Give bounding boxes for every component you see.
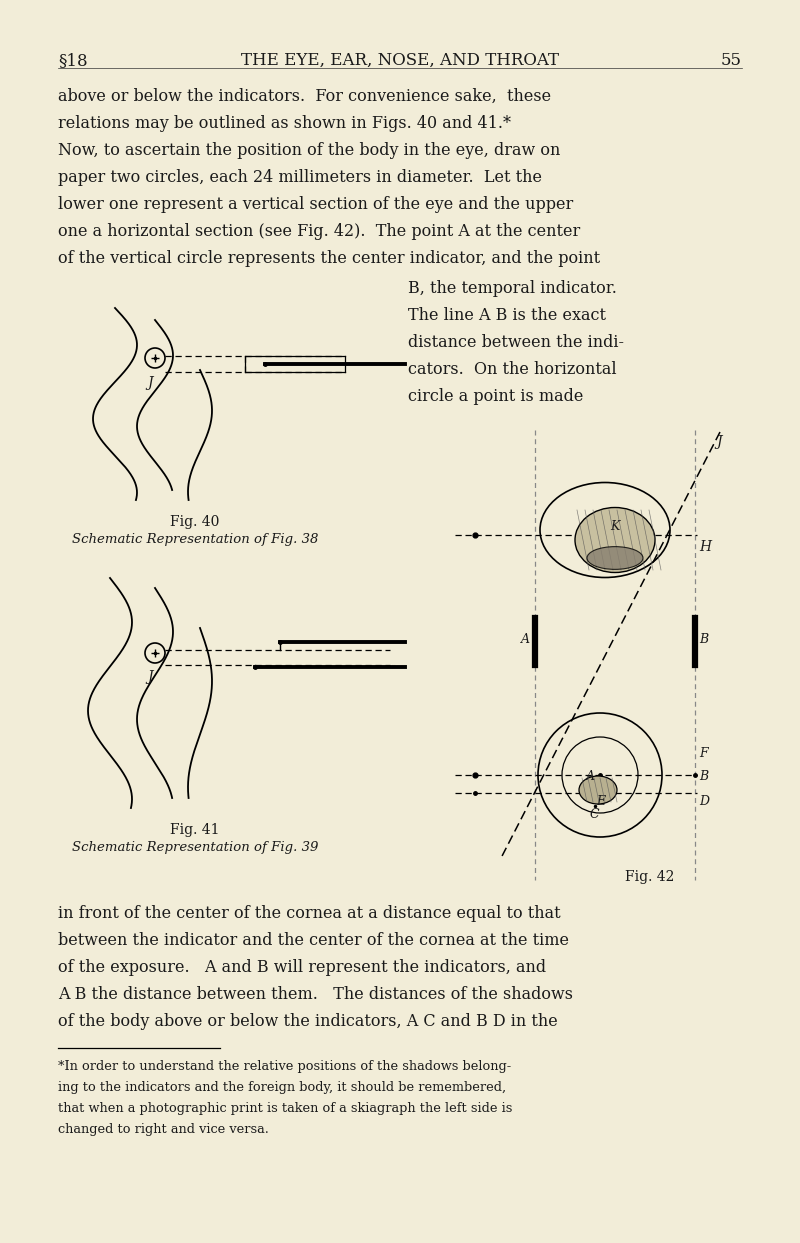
Text: Fig. 41: Fig. 41	[170, 823, 220, 837]
Text: THE EYE, EAR, NOSE, AND THROAT: THE EYE, EAR, NOSE, AND THROAT	[241, 52, 559, 70]
Text: ing to the indicators and the foreign body, it should be remembered,: ing to the indicators and the foreign bo…	[58, 1081, 506, 1094]
Text: cators.  On the horizontal: cators. On the horizontal	[408, 360, 617, 378]
Text: that when a photographic print is taken of a skiagraph the left side is: that when a photographic print is taken …	[58, 1103, 512, 1115]
Text: *In order to understand the relative positions of the shadows belong-: *In order to understand the relative pos…	[58, 1060, 511, 1073]
Text: C: C	[590, 808, 600, 820]
Text: B, the temporal indicator.: B, the temporal indicator.	[408, 280, 617, 297]
Text: 55: 55	[721, 52, 742, 70]
Text: K: K	[610, 520, 619, 533]
Text: The line A B is the exact: The line A B is the exact	[408, 307, 606, 324]
Text: J: J	[147, 670, 153, 684]
Text: A: A	[586, 769, 595, 783]
Text: Schematic Representation of Fig. 39: Schematic Representation of Fig. 39	[72, 842, 318, 854]
Text: in front of the center of the cornea at a distance equal to that: in front of the center of the cornea at …	[58, 905, 561, 922]
Text: F: F	[699, 747, 708, 759]
Text: of the body above or below the indicators, A C and B D in the: of the body above or below the indicator…	[58, 1013, 558, 1030]
Text: of the exposure.   A and B will represent the indicators, and: of the exposure. A and B will represent …	[58, 960, 546, 976]
Text: one a horizontal section (see Fig. 42).  The point A at the center: one a horizontal section (see Fig. 42). …	[58, 222, 580, 240]
Text: A B the distance between them.   The distances of the shadows: A B the distance between them. The dista…	[58, 986, 573, 1003]
Text: changed to right and vice versa.: changed to right and vice versa.	[58, 1122, 269, 1136]
Text: E: E	[596, 796, 605, 808]
Text: paper two circles, each 24 millimeters in diameter.  Let the: paper two circles, each 24 millimeters i…	[58, 169, 542, 186]
Text: D: D	[699, 796, 709, 808]
Text: Now, to ascertain the position of the body in the eye, draw on: Now, to ascertain the position of the bo…	[58, 142, 560, 159]
Text: Fig. 40: Fig. 40	[170, 515, 220, 530]
Text: relations may be outlined as shown in Figs. 40 and 41.*: relations may be outlined as shown in Fi…	[58, 116, 511, 132]
Text: B: B	[699, 769, 708, 783]
Text: H: H	[699, 539, 711, 554]
Ellipse shape	[575, 507, 655, 573]
Text: J: J	[147, 375, 153, 390]
Text: A: A	[521, 633, 530, 646]
Text: distance between the indi-: distance between the indi-	[408, 334, 624, 351]
Text: circle a point is made: circle a point is made	[408, 388, 583, 405]
Text: above or below the indicators.  For convenience sake,  these: above or below the indicators. For conve…	[58, 88, 551, 104]
Ellipse shape	[579, 776, 617, 804]
Text: between the indicator and the center of the cornea at the time: between the indicator and the center of …	[58, 932, 569, 948]
Ellipse shape	[587, 547, 643, 569]
Text: Schematic Representation of Fig. 38: Schematic Representation of Fig. 38	[72, 533, 318, 546]
Text: §18: §18	[58, 52, 88, 70]
Text: B: B	[699, 633, 708, 646]
Text: lower one represent a vertical section of the eye and the upper: lower one represent a vertical section o…	[58, 196, 574, 213]
Text: Fig. 42: Fig. 42	[626, 870, 674, 884]
Text: J: J	[716, 435, 722, 449]
Text: of the vertical circle represents the center indicator, and the point: of the vertical circle represents the ce…	[58, 250, 600, 267]
